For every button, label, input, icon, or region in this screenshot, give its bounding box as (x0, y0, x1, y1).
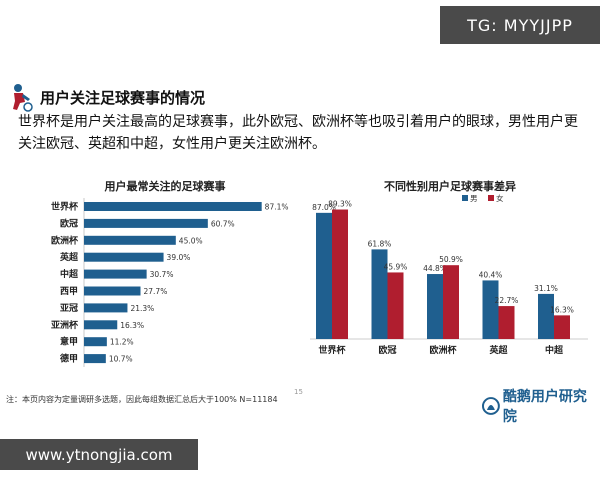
left-chart-title: 用户最常关注的足球赛事 (104, 180, 226, 193)
value-label: 45.9% (384, 262, 408, 271)
right-chart-title: 不同性别用户足球赛事差异 (384, 180, 516, 193)
value-label: 50.9% (439, 255, 463, 264)
value-label: 16.3% (120, 321, 144, 330)
value-label: 89.3% (328, 200, 352, 209)
value-label: 10.7% (109, 355, 133, 364)
value-label: 16.3% (550, 305, 574, 314)
value-label: 44.8% (423, 264, 447, 273)
bar-male (427, 274, 443, 339)
bar-female (498, 306, 515, 339)
brand-name: 酷鹅用户研究院 (502, 389, 587, 425)
value-label: 40.4% (479, 270, 503, 279)
bar (84, 354, 106, 364)
site-url-tag: www.ytnongjia.com (0, 439, 198, 470)
bar (84, 337, 107, 347)
footnote: 注：本页内容为定量调研多选题，因此每组数据汇总后大于100% N=11184 (6, 395, 278, 404)
bar (84, 286, 141, 296)
value-label: 27.7% (144, 287, 168, 296)
legend-label: 男 (470, 194, 478, 203)
category-label: 中超 (60, 268, 79, 280)
category-label: 中超 (545, 344, 564, 356)
value-label: 60.7% (211, 219, 235, 228)
bar (84, 202, 262, 211)
bar-female (387, 272, 404, 339)
bar (84, 303, 128, 313)
soccer-player-icon (13, 84, 33, 112)
category-label: 亚冠 (60, 303, 78, 314)
category-label: 意甲 (60, 336, 78, 348)
watermark-tag: TG: MYYJJPP (440, 6, 600, 44)
category-label: 世界杯 (51, 201, 79, 213)
bar-male (371, 249, 388, 339)
value-label: 39.0% (167, 253, 191, 262)
value-label: 87.0% (312, 203, 336, 212)
value-label: 21.3% (130, 304, 154, 313)
grouped-bar-chart: 87.0%89.3% 世界杯 61.8% 45.9% 欧冠 44.8%50.9% 欧洲杯 40… (310, 193, 588, 356)
category-label: 英超 (59, 251, 79, 263)
category-label: 西甲 (60, 286, 78, 297)
bar-male (316, 212, 332, 339)
bar-male (482, 280, 499, 339)
bar (84, 218, 208, 228)
value-label: 11.2% (110, 338, 134, 347)
bar-female (554, 315, 570, 339)
value-label: 30.7% (150, 270, 174, 279)
bar-male (538, 293, 554, 339)
legend-swatch (462, 195, 468, 201)
category-label: 德甲 (60, 353, 78, 365)
penguin-logo-icon (482, 397, 500, 415)
category-label: 欧洲杯 (51, 234, 79, 246)
page-number: 15 (294, 388, 303, 396)
slide-description: 世界杯是用户关注最高的足球赛事，此外欧冠、欧洲杯等也吸引着用户的眼球，男性用户更… (18, 114, 578, 152)
slide-title: 用户关注足球赛事的情况 (40, 88, 206, 107)
value-label: 87.1% (265, 203, 289, 212)
bar (84, 269, 147, 279)
brand-logo: 酷鹅用户研究院 (482, 386, 600, 426)
bar-female (332, 209, 348, 339)
category-label: 英超 (488, 344, 508, 356)
category-label: 欧冠 (60, 217, 78, 229)
horizontal-bar-chart: 世界杯 87.1% 欧冠 60.7% 欧洲杯 45.0% 英超 39.0% 中超 30.7% 西甲 2… (51, 198, 289, 367)
category-label: 亚洲杯 (51, 319, 79, 331)
value-label: 61.8% (368, 239, 392, 248)
legend-swatch (488, 195, 494, 201)
bar-female (443, 265, 459, 339)
category-label: 欧冠 (378, 344, 396, 356)
bar (84, 320, 118, 330)
value-label: 31.1% (534, 284, 558, 293)
bar (84, 252, 164, 262)
value-label: 45.0% (179, 236, 203, 245)
bar (84, 235, 176, 245)
slide-header: 用户关注足球赛事的情况 (6, 82, 205, 112)
category-label: 世界杯 (318, 344, 346, 356)
legend-label: 女 (496, 193, 504, 203)
category-label: 欧洲杯 (429, 344, 457, 356)
value-label: 22.7% (495, 296, 519, 305)
